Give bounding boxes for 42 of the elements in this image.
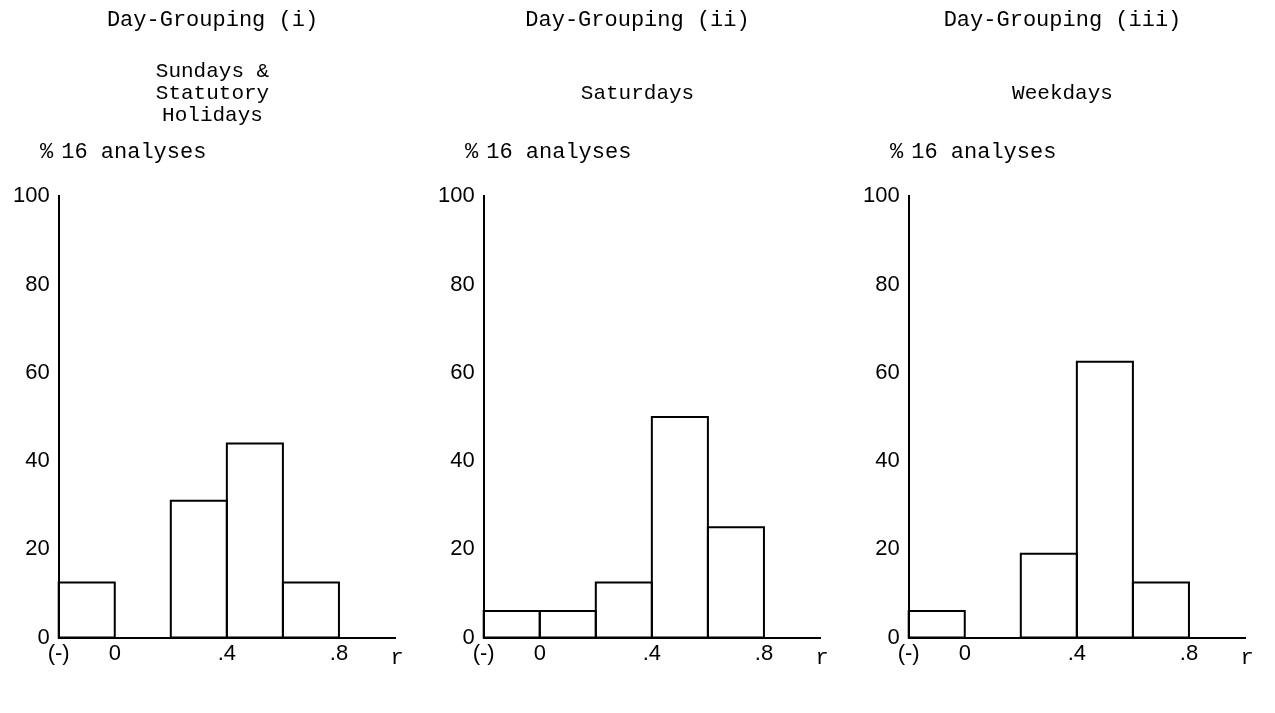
y-axis-title: % <box>465 140 479 165</box>
y-tick-label: 80 <box>450 270 475 296</box>
chart-title: Day-Grouping (i) <box>105 8 320 35</box>
y-tick-label: 100 <box>437 182 475 208</box>
x-tick-label: .4 <box>642 639 662 665</box>
y-tick-label: 40 <box>25 447 50 473</box>
y-tick-label: 20 <box>25 535 50 561</box>
chart-title: Day-Grouping (iii) <box>942 8 1183 35</box>
y-tick-label: 0 <box>887 623 900 649</box>
x-axis-title: r <box>1240 646 1254 672</box>
y-tick-label: 0 <box>37 623 50 649</box>
y-axis-title: % <box>40 140 54 165</box>
x-tick-label: .4 <box>217 639 237 665</box>
y-tick-label: 60 <box>450 358 475 384</box>
chart-subtitle: Weekdays <box>1011 81 1114 107</box>
y-tick-label: 80 <box>25 270 50 296</box>
x-axis-title: r <box>390 646 404 672</box>
chart-subtitle: Sundays & Statutory Holidays <box>154 59 271 129</box>
y-tick-label: 80 <box>875 270 900 296</box>
y-tick-label: 60 <box>875 358 900 384</box>
text: 16 analyses <box>486 140 632 165</box>
x-tick-label: 0 <box>533 639 546 665</box>
y-tick-label: 40 <box>875 447 900 473</box>
y-axis-title: % <box>890 140 904 165</box>
x-tick-label: .4 <box>1067 639 1087 665</box>
x-tick-label: .8 <box>754 639 774 665</box>
text: 16 analyses <box>911 140 1057 165</box>
text: 16 analyses <box>61 140 207 165</box>
x-axis-title: r <box>815 646 829 672</box>
y-tick-label: 20 <box>875 535 900 561</box>
chart-subtitle: Saturdays <box>579 81 696 107</box>
y-tick-label: 0 <box>462 623 475 649</box>
x-tick-label: 0 <box>108 639 121 665</box>
x-tick-label: 0 <box>958 639 971 665</box>
y-tick-label: 60 <box>25 358 50 384</box>
y-tick-label: 100 <box>12 182 50 208</box>
x-tick-label: .8 <box>329 639 349 665</box>
chart-title: Day-Grouping (ii) <box>524 8 751 35</box>
y-tick-label: 40 <box>450 447 475 473</box>
x-tick-label: .8 <box>1179 639 1199 665</box>
y-tick-label: 100 <box>862 182 900 208</box>
y-tick-label: 20 <box>450 535 475 561</box>
